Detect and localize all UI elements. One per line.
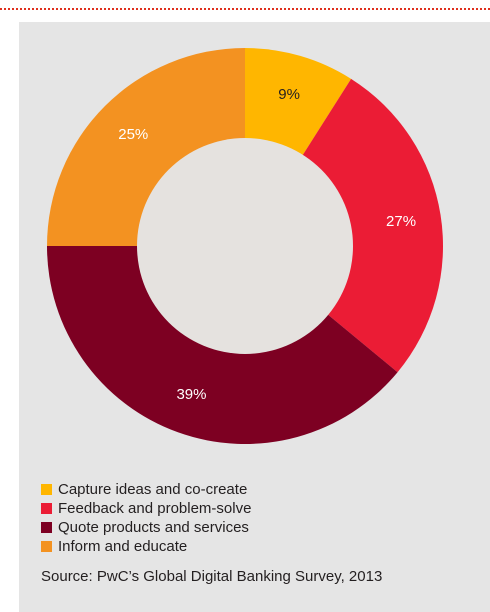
slice-value-label: 9% xyxy=(278,86,300,103)
legend-item: Inform and educate xyxy=(41,537,251,556)
legend-swatch xyxy=(41,522,52,533)
slice-value-label: 25% xyxy=(118,126,148,143)
legend-label: Capture ideas and co-create xyxy=(58,481,248,498)
slice-value-label: 27% xyxy=(386,213,416,230)
donut-hole xyxy=(137,138,353,354)
legend-item: Capture ideas and co-create xyxy=(41,480,251,499)
legend-item: Quote products and services xyxy=(41,518,251,537)
top-dotted-rule xyxy=(0,8,490,10)
source-note: Source: PwC’s Global Digital Banking Sur… xyxy=(41,568,383,585)
legend-swatch xyxy=(41,484,52,495)
legend-label: Feedback and problem-solve xyxy=(58,500,252,517)
legend-label: Inform and educate xyxy=(58,538,188,555)
slice-value-label: 39% xyxy=(176,386,206,403)
slice-labels: 9% 27% 39% 25% xyxy=(118,86,416,403)
legend-swatch xyxy=(41,541,52,552)
legend-label: Quote products and services xyxy=(58,519,249,536)
legend-item: Feedback and problem-solve xyxy=(41,499,251,518)
donut-chart: 9% 27% 39% 25% xyxy=(47,48,443,445)
legend-swatch xyxy=(41,503,52,514)
legend: Capture ideas and co-create Feedback and … xyxy=(41,480,251,556)
